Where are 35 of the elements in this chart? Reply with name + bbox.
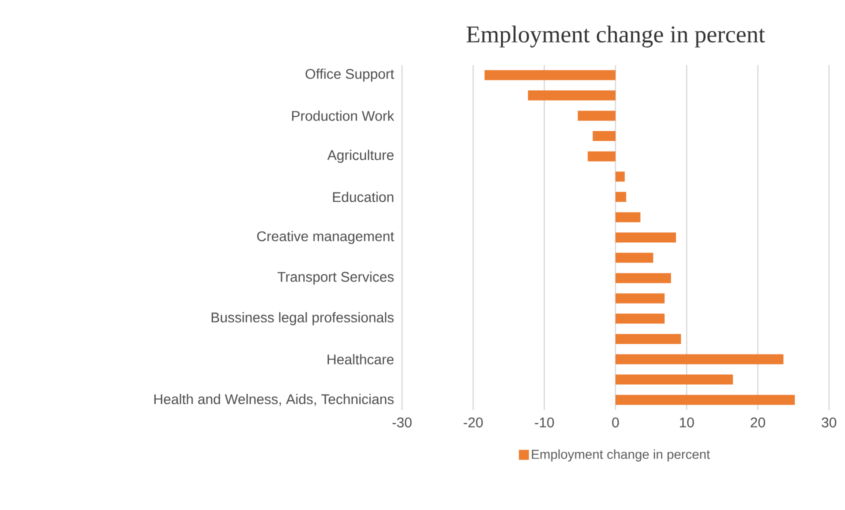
x-tick-label: 20 xyxy=(750,418,766,428)
bar xyxy=(616,374,733,385)
y-tick-label: Healthcare xyxy=(328,354,394,364)
x-tick-label: -20 xyxy=(464,418,483,428)
y-tick-label: Bussiness legal professionals xyxy=(212,312,394,326)
bar xyxy=(616,172,625,182)
chart-title: Employment change in percent xyxy=(466,26,766,48)
bar xyxy=(528,90,616,100)
bar xyxy=(616,232,676,242)
y-tick-label: Transport Services xyxy=(278,272,394,285)
bar xyxy=(616,314,665,324)
y-tick-label: Education xyxy=(333,192,394,202)
legend-label: Employment change in percent xyxy=(532,449,710,462)
x-tick-label: 0 xyxy=(612,418,619,428)
bar xyxy=(588,151,616,162)
bar xyxy=(616,354,784,364)
y-tick-label: Office Support xyxy=(306,68,394,82)
y-tick-label: Health and Welness, Aids, Technicians xyxy=(154,394,394,406)
bar xyxy=(578,110,616,121)
bar xyxy=(616,394,795,405)
x-tick-label: -10 xyxy=(534,418,554,428)
x-tick-label: -30 xyxy=(392,418,412,428)
y-tick-label: Production Work xyxy=(292,110,394,121)
bar xyxy=(616,212,640,222)
bar xyxy=(616,192,626,202)
bar xyxy=(616,293,665,304)
y-tick-label: Agriculture xyxy=(327,150,394,163)
bar xyxy=(616,252,654,263)
bar xyxy=(592,131,616,142)
x-tick-label: 30 xyxy=(822,418,836,428)
bar xyxy=(616,334,681,344)
y-tick-label: Creative management xyxy=(257,230,394,244)
x-tick-label: 10 xyxy=(680,418,694,428)
bar xyxy=(484,70,616,80)
bar xyxy=(616,273,672,284)
